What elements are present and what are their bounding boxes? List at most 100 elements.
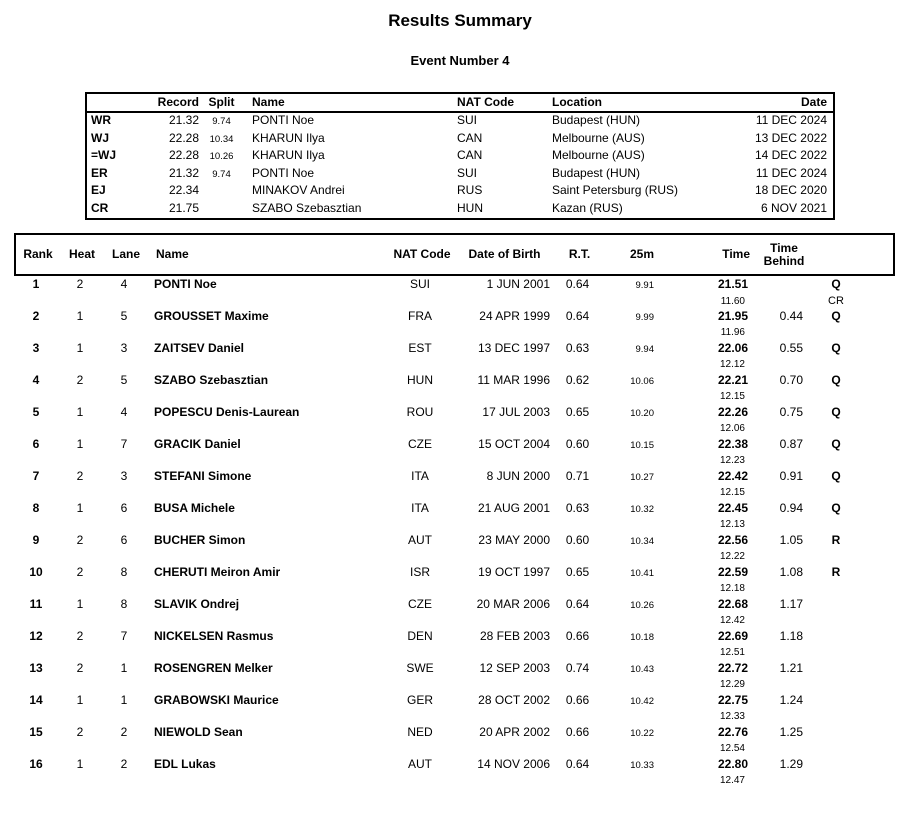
record-time: 22.28 — [168, 148, 199, 162]
result-heat: 1 — [76, 341, 84, 355]
record-tag: ER — [91, 165, 108, 180]
results-header-time-behind: Time Behind — [763, 240, 805, 268]
result-nat-code: GER — [406, 693, 433, 707]
result-rank: 8 — [32, 501, 40, 515]
result-row: 2 1 5 GROUSSET Maxime FRA 24 APR 1999 0.… — [14, 309, 895, 341]
result-final-time: 22.45 — [717, 501, 748, 515]
result-swimmer-name: BUCHER Simon — [154, 533, 246, 547]
result-date-of-birth: 21 AUG 2001 — [477, 501, 550, 515]
result-date-of-birth: 8 JUN 2000 — [486, 469, 550, 483]
result-rank: 9 — [32, 533, 40, 547]
record-split: 9.74 — [212, 168, 231, 180]
result-swimmer-name: ROSENGREN Melker — [154, 661, 273, 675]
result-time-behind: 0.87 — [779, 437, 803, 451]
result-rank: 13 — [29, 661, 43, 675]
result-heat: 2 — [76, 725, 84, 739]
result-25m-split: 10.22 — [630, 728, 654, 739]
result-25m-split: 10.32 — [630, 504, 654, 515]
result-25m-split: 10.27 — [630, 472, 654, 483]
result-row: 8 1 6 BUSA Michele ITA 21 AUG 2001 0.63 … — [14, 501, 895, 533]
result-nat-code: AUT — [408, 533, 432, 547]
result-swimmer-name: GRACIK Daniel — [154, 437, 241, 451]
result-date-of-birth: 15 OCT 2004 — [478, 437, 550, 451]
record-split: 9.74 — [212, 116, 231, 127]
result-second-25m-split: 12.06 — [719, 423, 745, 434]
result-25m-split: 10.18 — [630, 632, 654, 643]
result-heat: 1 — [76, 309, 84, 323]
result-date-of-birth: 28 FEB 2003 — [479, 629, 550, 643]
result-swimmer-name: EDL Lukas — [154, 757, 216, 771]
results-header-reaction-time: R.T. — [568, 247, 591, 261]
result-25m-split: 9.91 — [635, 280, 655, 291]
records-header-location: Location — [552, 95, 602, 109]
record-tag: WR — [91, 113, 111, 127]
result-reaction-time: 0.64 — [565, 277, 590, 291]
result-row: 9 2 6 BUCHER Simon AUT 23 MAY 2000 0.60 … — [14, 533, 895, 565]
result-25m-split: 10.41 — [630, 568, 654, 579]
result-row: 13 2 1 ROSENGREN Melker SWE 12 SEP 2003 … — [14, 661, 895, 693]
result-rank: 3 — [32, 341, 40, 355]
result-lane: 4 — [120, 405, 128, 419]
result-heat: 1 — [76, 405, 84, 419]
result-row: 3 1 3 ZAITSEV Daniel EST 13 DEC 1997 0.6… — [14, 341, 895, 373]
result-second-25m-split: 12.42 — [719, 615, 745, 626]
result-reaction-time: 0.60 — [565, 437, 590, 451]
result-second-25m-split: 11.96 — [720, 327, 745, 338]
result-25m-split: 10.06 — [630, 376, 654, 387]
result-swimmer-name: PONTI Noe — [154, 277, 217, 291]
result-final-time: 22.80 — [717, 757, 748, 771]
result-heat: 2 — [76, 629, 84, 643]
result-heat: 2 — [76, 661, 84, 675]
result-swimmer-name: ZAITSEV Daniel — [154, 341, 245, 355]
result-rank: 1 — [32, 277, 40, 291]
result-heat: 1 — [76, 693, 84, 707]
records-header-record: Record — [157, 95, 199, 109]
result-date-of-birth: 24 APR 1999 — [479, 309, 550, 323]
result-nat-code: HUN — [407, 373, 433, 387]
result-rank: 4 — [32, 373, 40, 387]
result-heat: 1 — [76, 437, 84, 451]
result-row: 5 1 4 POPESCU Denis-Laurean ROU 17 JUL 2… — [14, 405, 895, 437]
record-row: WJ 22.28 10.34 KHARUN Ilya CAN Melbourne… — [87, 131, 833, 149]
record-holder-name: PONTI Noe — [252, 113, 315, 127]
results-header-25m: 25m — [629, 247, 654, 261]
result-final-time: 22.56 — [717, 533, 748, 547]
result-final-time: 22.38 — [717, 437, 748, 451]
result-row: 16 1 2 EDL Lukas AUT 14 NOV 2006 0.64 10… — [14, 757, 895, 789]
result-25m-split: 10.43 — [630, 664, 654, 675]
record-holder-name: PONTI Noe — [252, 165, 315, 180]
records-header-nat-code: NAT Code — [457, 95, 515, 109]
result-swimmer-name: NICKELSEN Rasmus — [154, 629, 274, 643]
result-time-behind: 0.55 — [779, 341, 803, 355]
result-row: 7 2 3 STEFANI Simone ITA 8 JUN 2000 0.71… — [14, 469, 895, 501]
results-table: Rank Heat Lane Name NAT Code Date of Bir… — [14, 233, 895, 789]
result-heat: 2 — [76, 277, 84, 291]
result-reaction-time: 0.62 — [565, 373, 590, 387]
result-25m-split: 9.99 — [635, 312, 655, 323]
result-swimmer-name: STEFANI Simone — [154, 469, 252, 483]
result-25m-split: 10.42 — [630, 696, 654, 707]
result-heat: 1 — [76, 501, 84, 515]
result-time-behind: 1.21 — [779, 661, 803, 675]
result-final-time: 22.69 — [717, 629, 748, 643]
result-time-behind: 1.29 — [779, 757, 803, 771]
result-row: 10 2 8 CHERUTI Meiron Amir ISR 19 OCT 19… — [14, 565, 895, 597]
result-final-time: 22.76 — [717, 725, 748, 739]
result-row: 12 2 7 NICKELSEN Rasmus DEN 28 FEB 2003 … — [14, 629, 895, 661]
record-date: 13 DEC 2022 — [754, 130, 827, 145]
result-qualification-flag: Q — [831, 341, 841, 355]
result-rank: 2 — [32, 309, 40, 323]
result-final-time: 22.42 — [717, 469, 748, 483]
records-header-name: Name — [252, 95, 285, 109]
result-lane: 3 — [120, 341, 128, 355]
result-final-time: 22.75 — [717, 693, 748, 707]
result-qualification-flag: Q — [831, 309, 841, 323]
result-time-behind: 0.70 — [779, 373, 803, 387]
result-qualification-flag: Q — [831, 501, 841, 515]
result-lane: 1 — [120, 693, 128, 707]
results-body: 1 2 4 PONTI Noe SUI 1 JUN 2001 0.64 9.91… — [14, 276, 895, 789]
record-row: ER 21.32 9.74 PONTI Noe SUI Budapest (HU… — [87, 166, 833, 184]
result-date-of-birth: 17 JUL 2003 — [482, 405, 550, 419]
result-second-25m-split: 12.15 — [719, 391, 745, 402]
result-reaction-time: 0.65 — [565, 565, 590, 579]
